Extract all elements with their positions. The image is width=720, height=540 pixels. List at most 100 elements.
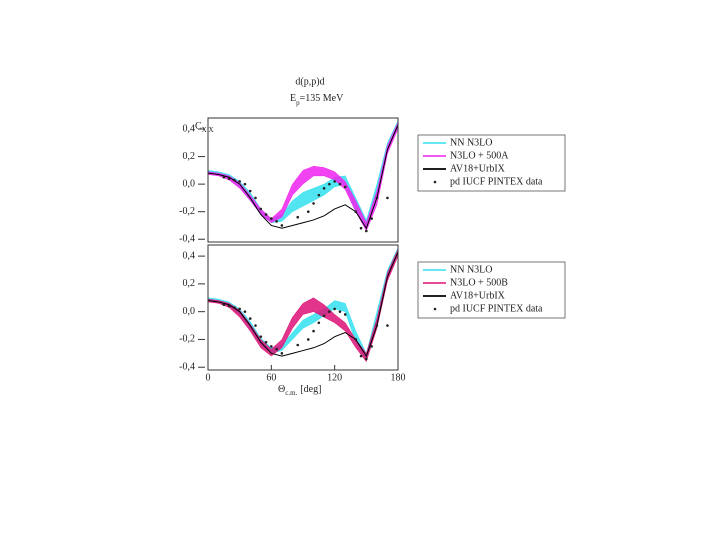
x-label-symbol: Θ	[278, 384, 285, 395]
data-point	[312, 202, 315, 205]
y-label-symbol: C	[195, 121, 202, 132]
y-tick-label: -0,4	[179, 362, 195, 373]
y-tick-label: -0,2	[179, 206, 195, 217]
legend-label: pd IUCF PINTEX data	[450, 176, 543, 187]
data-point	[328, 310, 331, 313]
data-point	[280, 224, 284, 227]
data-point	[365, 357, 368, 361]
data-point	[386, 324, 389, 327]
y-tick-label: 0,2	[183, 278, 196, 289]
plot-area	[208, 247, 398, 363]
data-point	[233, 178, 236, 182]
data-point	[264, 340, 268, 344]
x-label-unit: [deg]	[300, 384, 321, 395]
legend-box	[417, 134, 566, 192]
data-point	[333, 180, 336, 183]
legend: NN N3LO N3LO + 500A AV18+UrbIX pd IUCF PINT…	[417, 134, 566, 192]
data-point	[243, 310, 247, 313]
energy-label: Ep=135 MeV	[290, 93, 344, 106]
data-point	[280, 352, 284, 355]
energy-subscript: p	[296, 99, 300, 107]
band	[208, 249, 398, 363]
band	[208, 122, 398, 232]
plot-frame	[207, 117, 399, 243]
legend-symbol	[433, 307, 437, 311]
data-point	[359, 226, 363, 230]
x-axis-label: Θc.m. [deg]	[278, 384, 321, 396]
chart-title: d(p,p)d	[295, 76, 324, 87]
data-point	[243, 182, 247, 186]
data-point	[238, 307, 241, 311]
x-tick-label: 60	[266, 372, 276, 383]
data-point	[227, 304, 231, 308]
data-point	[322, 186, 326, 190]
x-tick-label: 0	[206, 372, 211, 383]
data-point	[238, 180, 241, 183]
y-axis-label: CX X	[195, 121, 214, 133]
y-tick-label: -0,2	[179, 334, 195, 345]
data-point	[270, 345, 273, 348]
legend-label: NN N3LO	[450, 137, 493, 148]
data-point	[322, 314, 326, 318]
data-point	[233, 306, 236, 309]
line	[208, 251, 398, 358]
legend-label: N3LO + 500B	[450, 277, 508, 288]
data-point	[343, 313, 347, 316]
data-point	[275, 220, 278, 223]
data-point	[375, 324, 379, 327]
data-point	[375, 196, 379, 200]
data-point	[259, 207, 263, 211]
data-point	[354, 210, 358, 213]
x-tick-label: 120	[327, 372, 342, 383]
y-tick-label: -0,4	[179, 234, 195, 245]
data-point	[354, 338, 358, 341]
data-point	[227, 177, 231, 180]
data-point	[296, 215, 300, 219]
data-point	[270, 217, 273, 220]
legend-symbol	[433, 180, 437, 184]
data-point	[248, 317, 252, 320]
legend-label: AV18+UrbIX	[450, 163, 506, 174]
data-point	[333, 307, 336, 311]
data-point	[296, 343, 300, 347]
data-point	[264, 213, 268, 216]
data-point	[370, 345, 373, 348]
y-tick-label: 0,4	[183, 250, 196, 261]
plot-frame	[207, 244, 399, 371]
line	[208, 124, 398, 230]
y-tick-label: 0,0	[183, 306, 196, 317]
data-point	[365, 229, 368, 233]
data-point	[248, 189, 252, 193]
x-tick-label: 180	[391, 372, 406, 383]
plot-area	[208, 120, 398, 233]
y-tick-label: 0,0	[183, 178, 196, 189]
y-tick-label: 0,4	[183, 123, 196, 134]
data-point	[359, 354, 363, 358]
data-point	[338, 182, 342, 186]
data-point	[306, 210, 310, 213]
data-point	[222, 303, 226, 307]
data-point	[312, 329, 315, 333]
data-point	[275, 347, 278, 351]
data-point	[306, 338, 310, 341]
data-point	[254, 196, 257, 200]
energy-symbol: E	[290, 93, 296, 104]
legend-label: NN N3LO	[450, 264, 493, 275]
data-point	[254, 324, 257, 327]
data-point	[338, 310, 342, 313]
data-point	[259, 335, 263, 338]
energy-value: =135 MeV	[300, 93, 344, 104]
data-point	[222, 175, 226, 179]
data-point	[328, 182, 331, 186]
data-point	[317, 321, 321, 325]
x-label-subscript: c.m.	[285, 389, 297, 397]
data-point	[343, 185, 347, 189]
data-point	[370, 217, 373, 220]
legend: NN N3LO N3LO + 500B AV18+UrbIX pd IUCF PINT…	[417, 261, 566, 319]
legend-label: N3LO + 500A	[450, 150, 509, 161]
data-point	[317, 193, 321, 197]
legend-label: AV18+UrbIX	[450, 290, 506, 301]
data-point	[386, 196, 389, 200]
y-tick-label: 0,2	[183, 151, 196, 162]
